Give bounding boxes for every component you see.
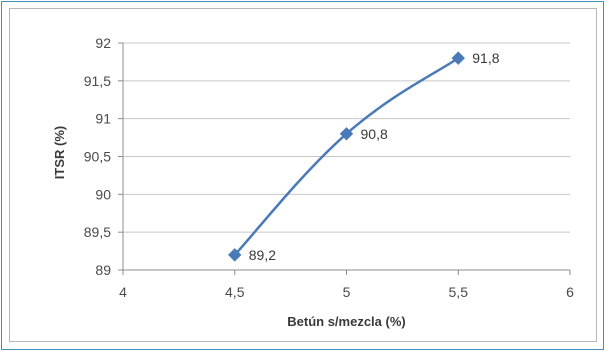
y-axis-title: ITSR (%) <box>52 126 67 179</box>
y-tick-label: 92 <box>95 35 111 51</box>
data-markers <box>228 51 465 262</box>
x-tick-labels: 4 4,5 5 5,5 6 <box>119 284 574 300</box>
gridlines <box>123 42 570 233</box>
data-label: 91,8 <box>472 50 499 66</box>
y-tick-label: 91 <box>95 111 111 127</box>
data-point-marker <box>339 127 354 141</box>
x-axis-title: Betún s/mezcla (%) <box>287 314 405 329</box>
y-tick-label: 91,5 <box>84 73 111 89</box>
data-label: 89,2 <box>249 247 276 263</box>
y-tick-label: 90 <box>95 186 111 202</box>
x-tick-label: 6 <box>566 284 574 300</box>
y-tick-label: 89,5 <box>84 224 111 240</box>
x-tick-label: 5,5 <box>449 284 469 300</box>
x-tick-label: 4,5 <box>225 284 245 300</box>
chart-card <box>9 8 597 342</box>
x-tick-label: 5 <box>343 284 351 300</box>
y-tick-label: 90,5 <box>84 149 111 165</box>
data-point-marker <box>228 248 242 262</box>
y-tick-label: 89 <box>95 262 111 278</box>
x-tick-label: 4 <box>119 284 127 300</box>
y-tick-labels: 89 89,5 90 90,5 91 91,5 92 <box>84 35 111 278</box>
data-label: 90,8 <box>361 126 388 142</box>
data-point-marker <box>451 51 465 65</box>
data-labels: 89,2 90,8 91,8 <box>249 50 500 263</box>
axes <box>118 42 571 275</box>
